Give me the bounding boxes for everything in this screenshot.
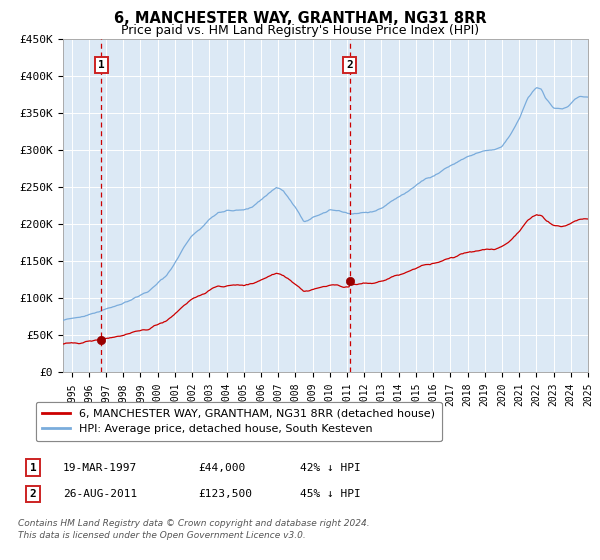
Text: 19-MAR-1997: 19-MAR-1997 [63, 463, 137, 473]
Text: Price paid vs. HM Land Registry's House Price Index (HPI): Price paid vs. HM Land Registry's House … [121, 24, 479, 36]
Legend: 6, MANCHESTER WAY, GRANTHAM, NG31 8RR (detached house), HPI: Average price, deta: 6, MANCHESTER WAY, GRANTHAM, NG31 8RR (d… [35, 402, 442, 441]
Text: £44,000: £44,000 [198, 463, 245, 473]
Text: 2: 2 [29, 489, 37, 499]
Text: 1: 1 [29, 463, 37, 473]
Text: This data is licensed under the Open Government Licence v3.0.: This data is licensed under the Open Gov… [18, 531, 306, 540]
Text: Contains HM Land Registry data © Crown copyright and database right 2024.: Contains HM Land Registry data © Crown c… [18, 519, 370, 528]
Text: 2: 2 [346, 60, 353, 70]
Text: £123,500: £123,500 [198, 489, 252, 499]
Text: 45% ↓ HPI: 45% ↓ HPI [300, 489, 361, 499]
Text: 1: 1 [98, 60, 104, 70]
Text: 6, MANCHESTER WAY, GRANTHAM, NG31 8RR: 6, MANCHESTER WAY, GRANTHAM, NG31 8RR [113, 11, 487, 26]
Text: 26-AUG-2011: 26-AUG-2011 [63, 489, 137, 499]
Text: 42% ↓ HPI: 42% ↓ HPI [300, 463, 361, 473]
